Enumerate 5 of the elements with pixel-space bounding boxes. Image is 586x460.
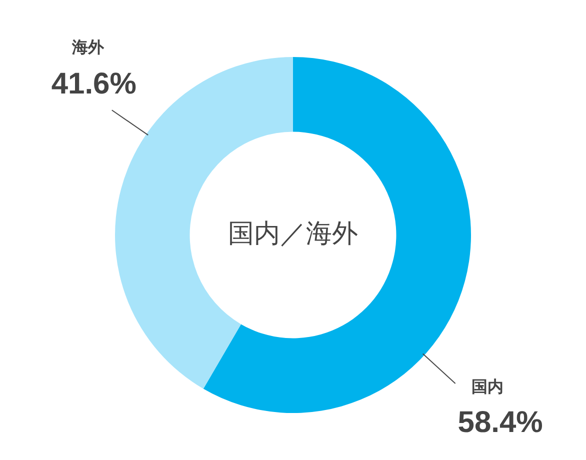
data-label: 58.4%: [458, 406, 543, 439]
slice-label: 国内: [471, 378, 504, 396]
text: 国内／海外: [228, 218, 358, 248]
data-label: 41.6%: [51, 67, 136, 100]
slice-label: 海外: [70, 38, 105, 57]
